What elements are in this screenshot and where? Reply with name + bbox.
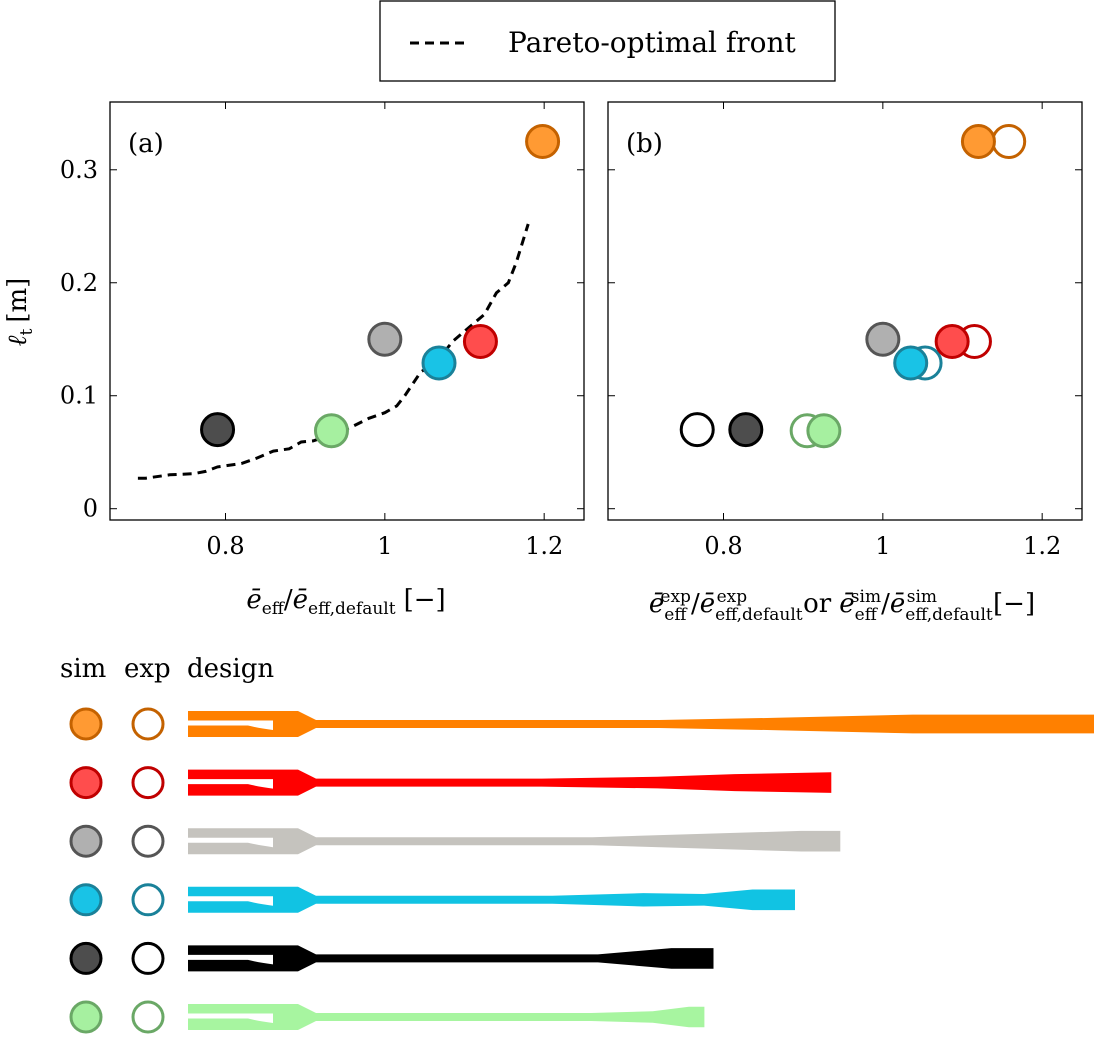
header-exp: exp — [124, 654, 171, 684]
design-shape-green — [188, 1004, 705, 1030]
y-axis-label: ℓt [m] — [3, 278, 37, 347]
x-tick-label: 1 — [377, 532, 392, 560]
x-axis-label-a: ēeff/ēeff,default [−] — [246, 585, 445, 619]
sim-point-orange — [960, 124, 996, 160]
sim-marker-red — [69, 766, 103, 800]
sim-marker-orange — [69, 707, 103, 741]
point-orange — [525, 124, 561, 160]
design-slot-orange — [188, 720, 273, 730]
sim-point-green — [806, 413, 842, 449]
panel-a-tag: (a) — [128, 129, 164, 159]
point-green — [313, 413, 349, 449]
panel-b-points — [679, 124, 1027, 449]
panel-a-ticks: 0.8 1 1.2 0 0.1 0.2 0.3 — [60, 102, 584, 560]
x-tick-label: 1 — [875, 532, 890, 560]
exp-marker-orange — [131, 707, 165, 741]
design-slot-gray — [188, 837, 273, 848]
x-tick-label: 0.8 — [704, 532, 742, 560]
y-tick-label: 0 — [83, 495, 98, 523]
exp-marker-cyan — [131, 883, 165, 917]
exp-marker-red — [131, 766, 165, 800]
y-label-main: ℓ — [3, 335, 33, 346]
svg-text:ℓt[m]: ℓt [m] — [3, 278, 37, 347]
design-header: sim exp design — [60, 654, 274, 684]
sim-marker-cyan — [69, 883, 103, 917]
x-axis-label-b: ēeffexp/ēeff,defaultexp or ēeffsim/ēeff,de… — [649, 587, 1035, 625]
design-rows — [69, 707, 1094, 1034]
design-shape-orange — [188, 711, 1094, 737]
panel-b: (b) 0.8 1 1.2 — [607, 101, 1083, 560]
design-row-orange — [69, 707, 1094, 741]
pareto-front-line — [137, 223, 530, 480]
header-design: design — [187, 654, 274, 684]
legend-label: Pareto-optimal front — [508, 26, 797, 59]
design-row-red — [69, 766, 832, 800]
sim-point-cyan — [893, 345, 929, 381]
point-black — [200, 412, 236, 448]
point-gray — [367, 321, 403, 357]
panel-a: (a) 0.8 1 1.2 0 0.1 0.2 0.3 — [60, 101, 585, 560]
exp-point-black — [679, 412, 715, 448]
design-shape-red — [188, 769, 832, 796]
panel-b-ticks: 0.8 1 1.2 — [608, 102, 1082, 560]
x-tick-label: 1.2 — [1023, 532, 1061, 560]
point-cyan — [421, 345, 457, 381]
design-row-green — [69, 1000, 705, 1034]
panel-a-points — [200, 124, 561, 449]
sim-marker-green — [69, 1000, 103, 1034]
sim-point-gray — [865, 321, 901, 357]
y-tick-label: 0.2 — [60, 269, 98, 297]
exp-marker-black — [131, 941, 165, 975]
y-label-unit: [m] — [3, 278, 33, 323]
design-row-black — [69, 941, 714, 975]
design-slot-black — [188, 954, 273, 965]
point-red — [462, 324, 498, 360]
panel-b-frame — [607, 101, 1083, 521]
x-tick-label: 0.8 — [206, 532, 244, 560]
design-row-cyan — [69, 883, 795, 917]
sim-marker-gray — [69, 824, 103, 858]
y-tick-label: 0.3 — [60, 156, 98, 184]
header-sim: sim — [60, 654, 106, 684]
sim-point-black — [728, 412, 764, 448]
legend: Pareto-optimal front — [379, 0, 836, 82]
sim-point-red — [934, 324, 970, 360]
panel-b-tag: (b) — [626, 129, 663, 159]
y-tick-label: 0.1 — [60, 382, 98, 410]
design-shape-black — [188, 945, 714, 972]
design-row-gray — [69, 824, 841, 858]
design-slot-green — [188, 1013, 273, 1023]
design-slot-cyan — [188, 896, 273, 906]
legend-box — [379, 0, 836, 82]
design-slot-red — [188, 779, 273, 789]
exp-marker-gray — [131, 824, 165, 858]
design-shape-cyan — [188, 886, 795, 913]
y-label-sub: t — [17, 328, 37, 335]
exp-marker-green — [131, 1000, 165, 1034]
design-shape-gray — [188, 828, 841, 855]
sim-marker-black — [69, 941, 103, 975]
panel-a-frame — [109, 101, 585, 521]
x-tick-label: 1.2 — [525, 532, 563, 560]
